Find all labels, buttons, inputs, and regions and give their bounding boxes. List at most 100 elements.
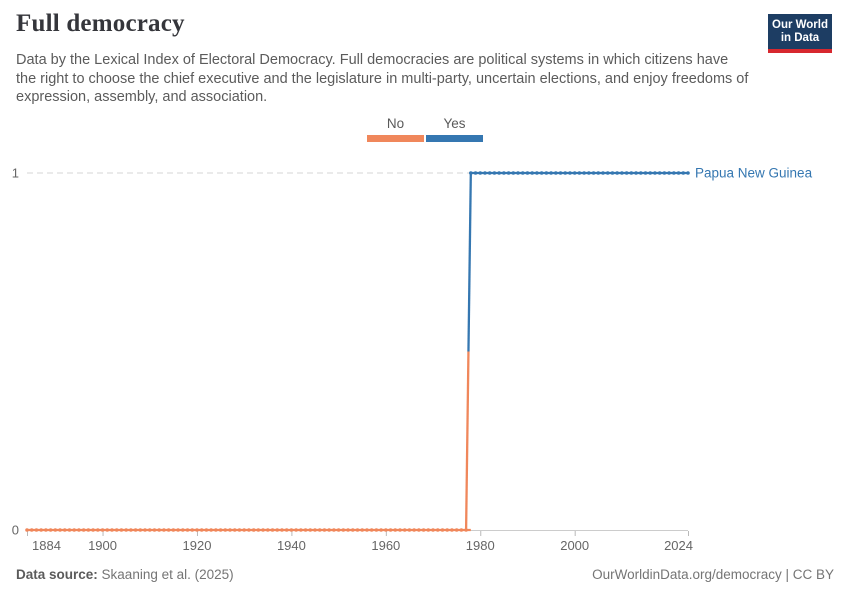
data-point (365, 528, 369, 532)
data-point (672, 171, 676, 175)
data-point (516, 171, 520, 175)
x-tick-label-1920: 1920 (183, 538, 212, 553)
footer-link[interactable]: OurWorldinData.org/democracy | CC BY (592, 567, 834, 582)
data-point (591, 171, 596, 175)
data-point (549, 171, 553, 175)
entity-label[interactable]: Papua New Guinea (695, 166, 813, 181)
data-point (81, 528, 86, 532)
data-point (327, 528, 331, 532)
data-point (228, 528, 232, 532)
data-point (492, 171, 497, 175)
data-point (384, 528, 388, 532)
data-point (166, 528, 171, 532)
legend: No Yes (0, 116, 850, 142)
data-point (124, 528, 128, 532)
data-point (251, 528, 256, 532)
data-point (511, 171, 516, 175)
legend-swatch-yes (426, 135, 483, 142)
data-point (393, 528, 398, 532)
x-tick-label-2024: 2024 (664, 538, 693, 553)
data-point (568, 171, 572, 175)
data-point (459, 528, 464, 532)
data-point (653, 171, 657, 175)
data-point (587, 171, 591, 175)
data-point (426, 528, 431, 532)
data-point (355, 528, 360, 532)
data-point (440, 528, 445, 532)
data-point (223, 528, 228, 532)
data-point (431, 528, 435, 532)
x-tick-label-1960: 1960 (371, 538, 400, 553)
data-point (563, 171, 568, 175)
data-point (435, 528, 440, 532)
data-point (620, 171, 624, 175)
data-point (554, 171, 558, 175)
data-point (152, 528, 157, 532)
data-point (454, 528, 459, 532)
data-point (275, 528, 280, 532)
data-point (313, 528, 317, 532)
data-point (572, 171, 577, 175)
data-point (67, 528, 72, 532)
data-point (577, 171, 582, 175)
data-point (96, 528, 100, 532)
data-point (294, 528, 298, 532)
data-point (247, 528, 251, 532)
data-point (582, 171, 586, 175)
data-point (360, 528, 365, 532)
data-point (181, 528, 185, 532)
data-source-value: Skaaning et al. (2025) (101, 567, 234, 582)
data-point (147, 528, 152, 532)
x-tick-label-2000: 2000 (560, 538, 589, 553)
legend-label-no: No (386, 116, 405, 131)
data-point (138, 528, 143, 532)
data-point (346, 528, 350, 532)
legend-item-no[interactable]: No (367, 116, 424, 142)
page-title: Full democracy (16, 10, 185, 37)
data-point (242, 528, 246, 532)
data-point (374, 528, 379, 532)
data-point (25, 528, 29, 532)
data-point (601, 171, 605, 175)
data-point (643, 171, 648, 175)
data-point (29, 528, 34, 532)
legend-label-yes: Yes (443, 116, 466, 131)
step-connector-upper (467, 172, 472, 352)
data-point (332, 528, 336, 532)
data-point (143, 528, 147, 532)
data-point (199, 528, 204, 532)
data-point (525, 171, 530, 175)
data-point (610, 171, 615, 175)
x-tick-label-1900: 1900 (88, 538, 117, 553)
data-point (322, 528, 327, 532)
data-point (119, 528, 124, 532)
data-point (388, 528, 393, 532)
data-point (157, 528, 161, 532)
data-point (237, 528, 242, 532)
data-point (520, 171, 525, 175)
y-tick-label-0: 0 (12, 523, 19, 538)
data-point (185, 528, 190, 532)
data-point (412, 528, 416, 532)
data-point (667, 171, 671, 175)
data-point (417, 528, 421, 532)
owid-logo-line1: Our World (772, 19, 829, 31)
data-source-label: Data source: (16, 567, 98, 582)
data-point (280, 528, 284, 532)
data-point (204, 528, 209, 532)
data-point (261, 528, 265, 532)
data-point (171, 528, 176, 532)
data-point (129, 528, 133, 532)
data-point (634, 171, 638, 175)
x-tick-label-1940: 1940 (277, 538, 306, 553)
data-point (662, 171, 667, 175)
owid-logo[interactable]: Our World in Data (768, 14, 832, 53)
data-point (638, 171, 643, 175)
legend-item-yes[interactable]: Yes (426, 116, 483, 142)
data-point (114, 528, 119, 532)
data-point (369, 528, 374, 532)
data-point (558, 171, 563, 175)
data-point (686, 171, 690, 175)
